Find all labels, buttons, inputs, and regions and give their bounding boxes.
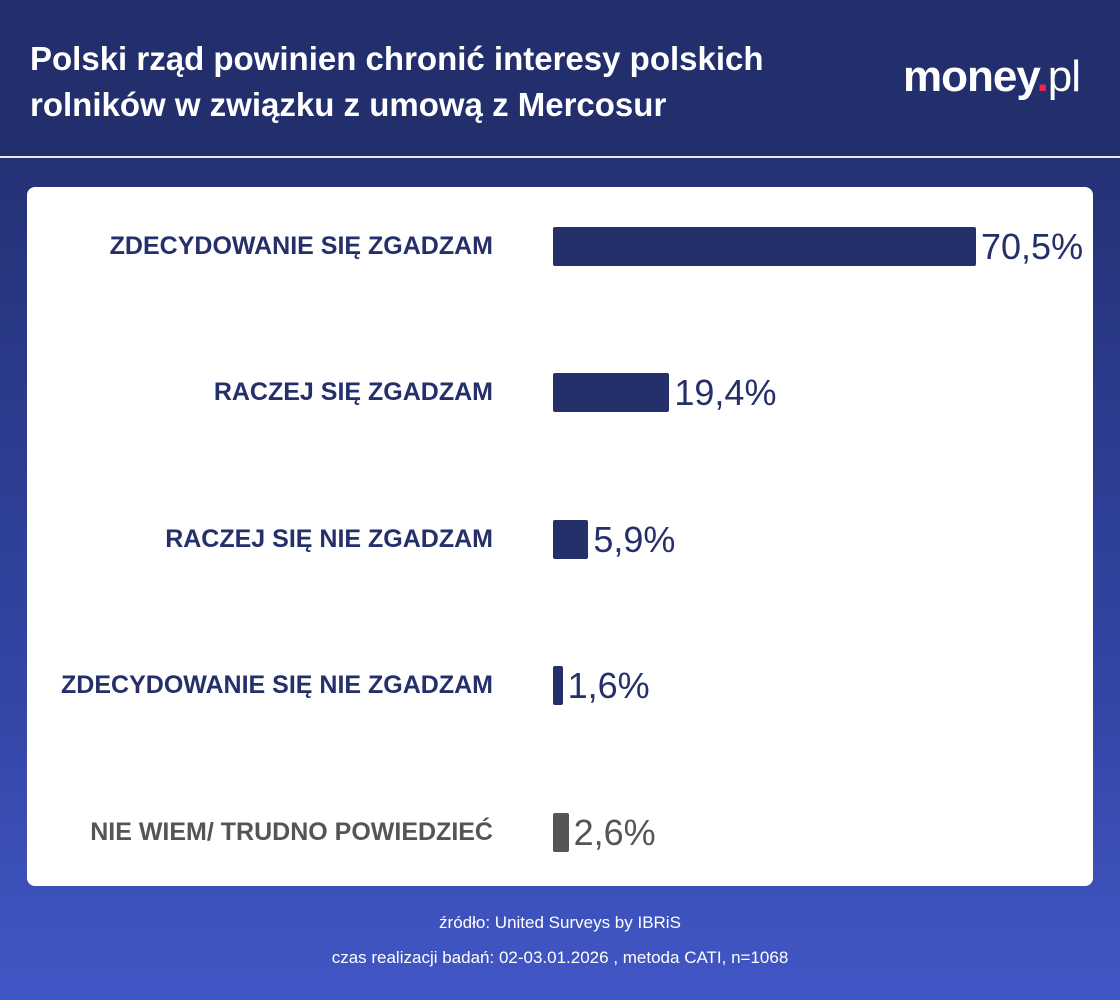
value-label: 5,9% <box>593 519 676 560</box>
money-pl-logo: money.pl <box>903 52 1081 102</box>
header: Polski rząd powinien chronić interesy po… <box>0 0 1120 158</box>
value-label: 1,6% <box>567 665 650 706</box>
source-note: źródło: United Surveys by IBRiS <box>439 913 681 932</box>
logo-suffix: pl <box>1047 52 1081 101</box>
method-note: czas realizacji badań: 02-03.01.2026 , m… <box>331 948 789 967</box>
category-label: ZDECYDOWANIE SIĘ ZGADZAM <box>109 232 493 260</box>
category-label: ZDECYDOWANIE SIĘ NIE ZGADZAM <box>61 671 493 699</box>
chart-card: ZDECYDOWANIE SIĘ ZGADZAM 70,5% RACZEJ SIĘ … <box>27 187 1093 886</box>
category-label: RACZEJ SIĘ NIE ZGADZAM <box>165 525 493 553</box>
chart-title: Polski rząd powinien chronić interesy po… <box>30 40 764 123</box>
value-label: 19,4% <box>674 372 777 413</box>
value-label: 2,6% <box>573 812 656 853</box>
bar <box>553 666 563 705</box>
bar <box>553 813 569 852</box>
bar <box>553 373 670 412</box>
category-label: RACZEJ SIĘ ZGADZAM <box>213 378 493 406</box>
logo-main: money <box>903 52 1038 101</box>
bar <box>553 520 589 559</box>
value-label: 70,5% <box>981 226 1084 267</box>
category-label: NIE WIEM/ TRUDNO POWIEDZIEĆ <box>90 818 493 846</box>
bar <box>553 227 976 266</box>
logo-dot: . <box>1036 52 1049 101</box>
